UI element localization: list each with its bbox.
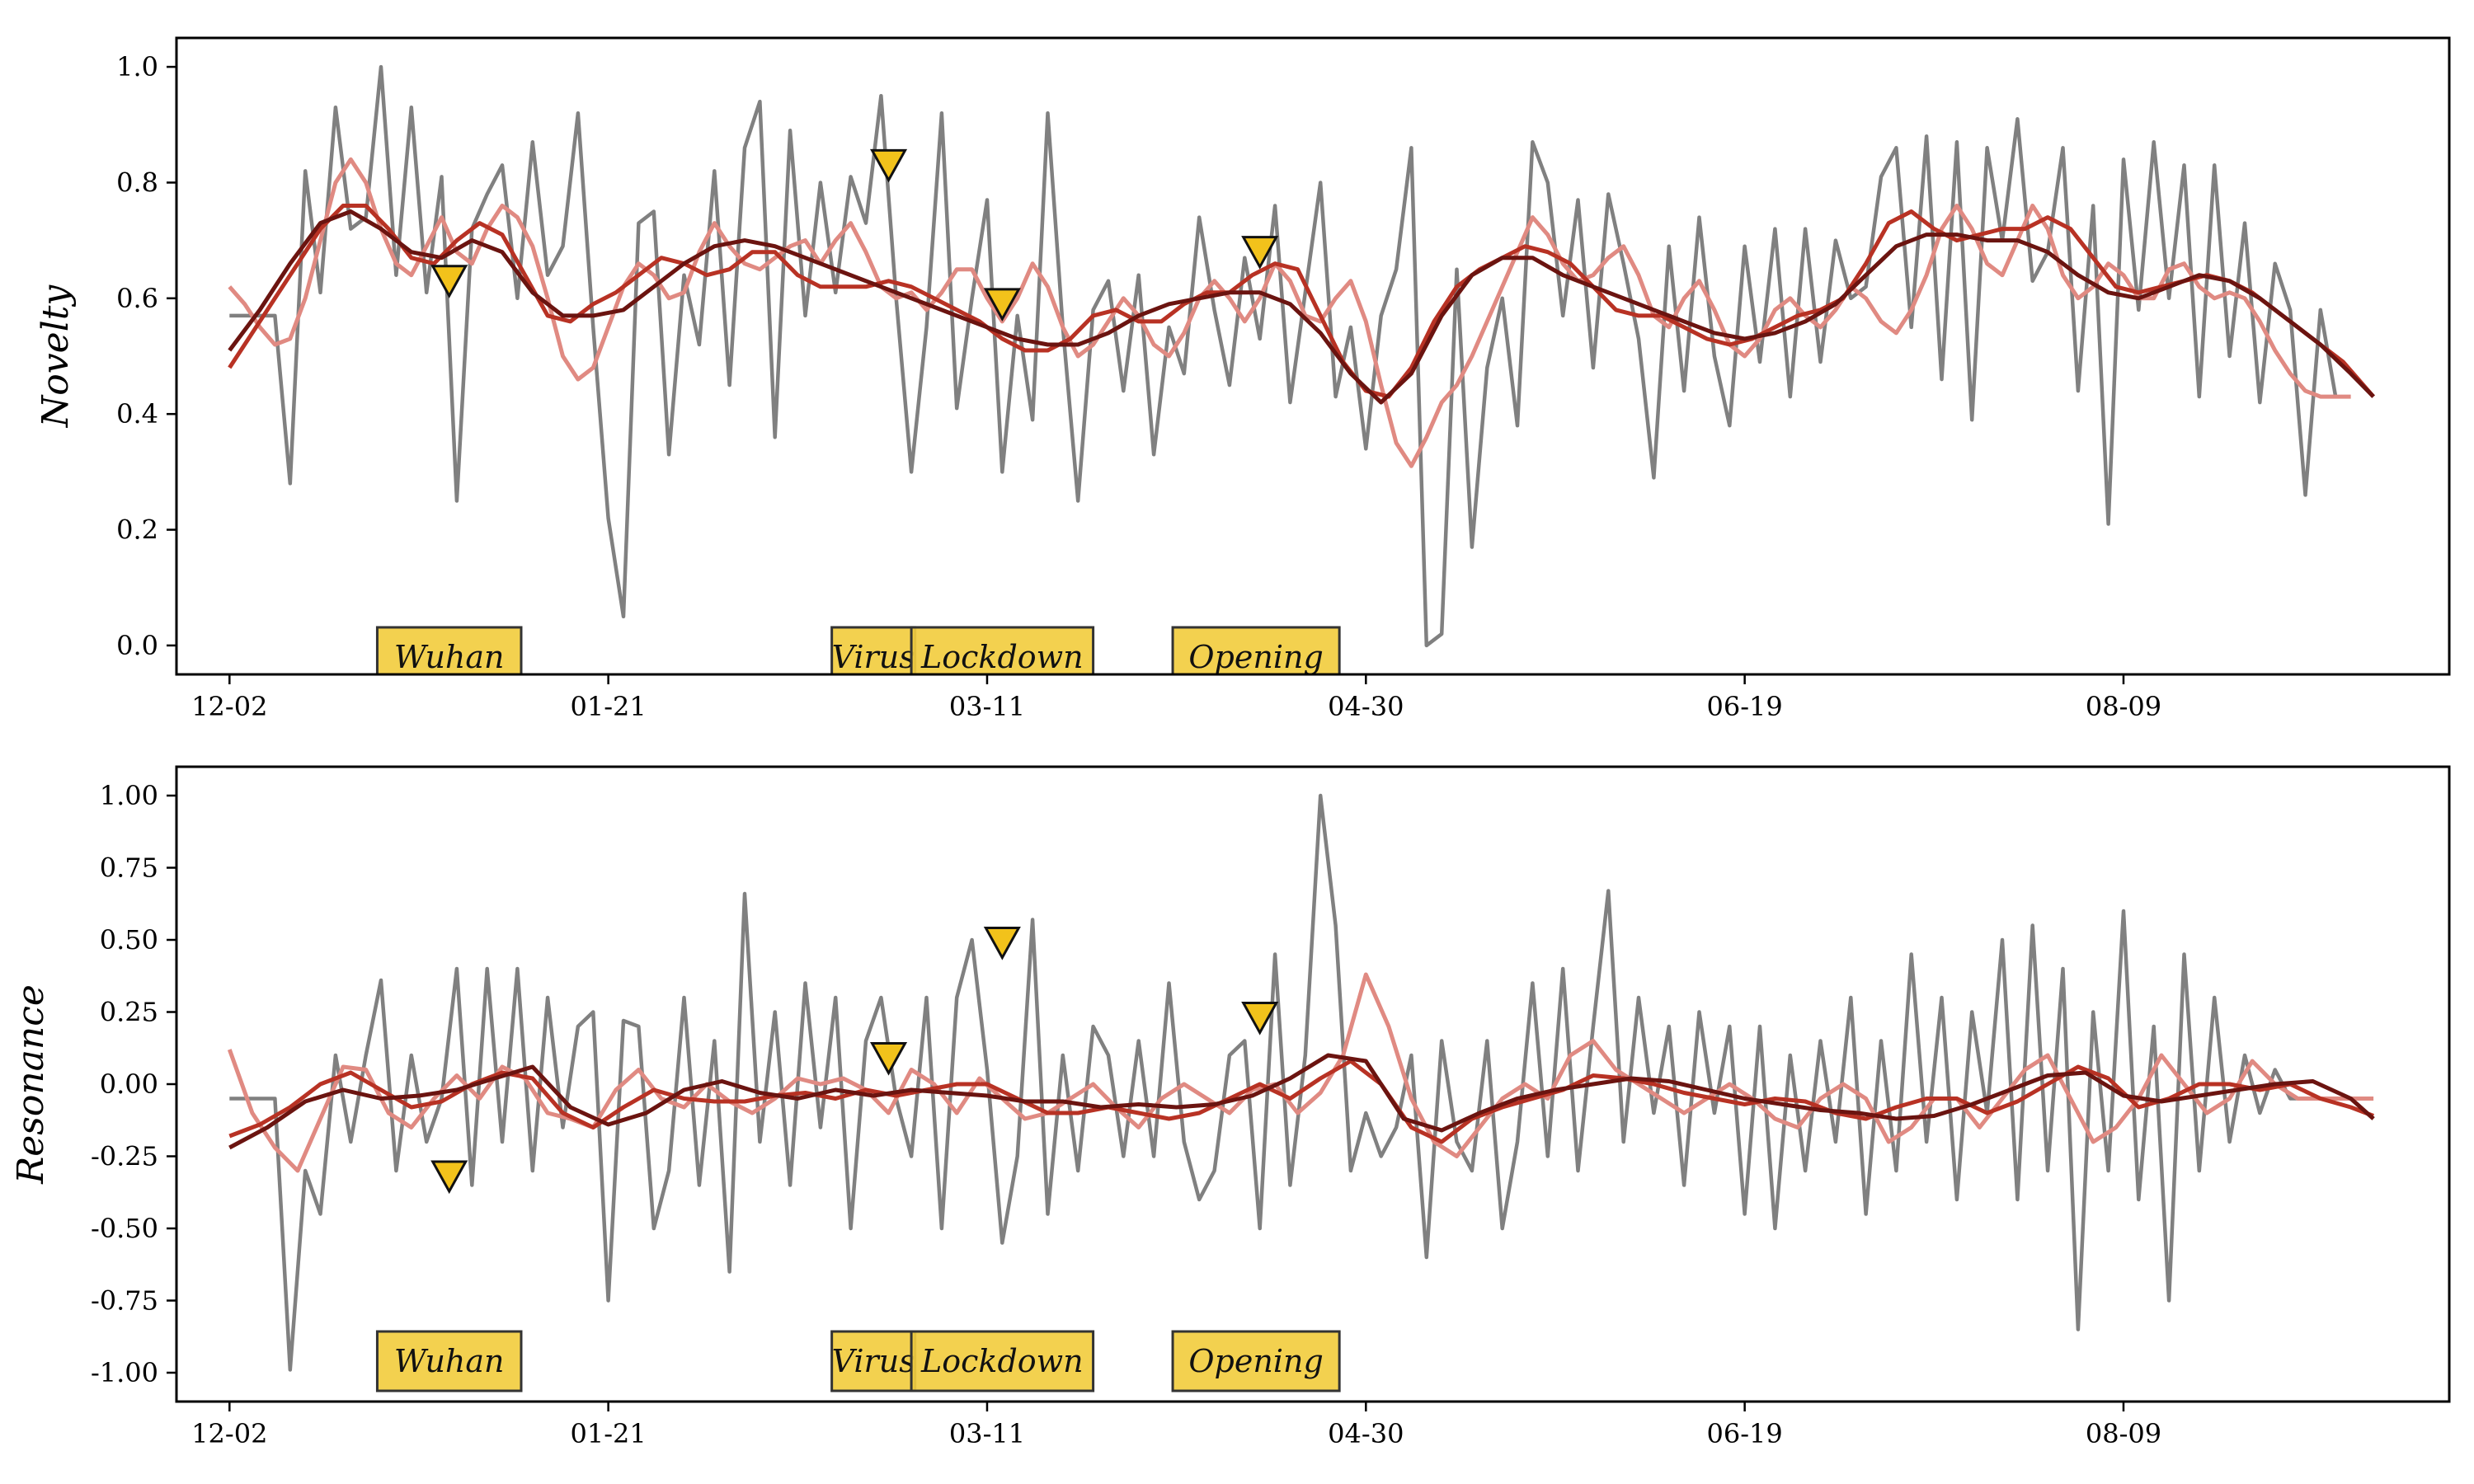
plot-area: Wuhan Virus Lockdown Opening <box>228 64 2375 675</box>
smoothed-line-mid <box>228 1059 2374 1144</box>
event-box-virus <box>830 626 917 674</box>
y-tick-label: 1.00 <box>100 780 158 811</box>
event-box-wuhan <box>375 1330 523 1392</box>
raw-series-line <box>229 793 2306 1372</box>
x-tick-label: 12-02 <box>191 691 267 722</box>
x-tick-label: 04-30 <box>1328 1418 1404 1449</box>
smoothed-line-light <box>228 157 2351 468</box>
event-label: Opening <box>1188 639 1323 675</box>
event-label: Wuhan <box>394 639 505 675</box>
event-box-wuhan <box>375 626 523 674</box>
x-tick-label: 04-30 <box>1328 691 1404 722</box>
plot-area: Wuhan Virus Lockdown Opening <box>227 793 2375 1392</box>
y-tick-label: 0.2 <box>116 514 158 546</box>
smoothed-line-mid <box>228 204 2375 399</box>
event-label: Opening <box>1188 1343 1323 1379</box>
event-label: Virus <box>832 1343 915 1379</box>
x-tick-label: 12-02 <box>191 1418 267 1449</box>
event-box-opening <box>1171 1330 1341 1392</box>
y-tick-label: -1.00 <box>91 1357 158 1388</box>
y-tick-label: 0.8 <box>116 167 158 198</box>
y-tick-label: 0.75 <box>100 852 158 884</box>
x-tick-label: 08-09 <box>2086 1418 2161 1449</box>
event-marker-triangle <box>869 148 908 183</box>
y-tick-label: 1.0 <box>116 51 158 82</box>
event-marker-triangle <box>1241 236 1279 270</box>
event-label: Wuhan <box>394 1343 505 1379</box>
event-marker-triangle <box>1241 1002 1279 1036</box>
y-tick-label: 0.00 <box>100 1068 158 1100</box>
event-label: Lockdown <box>920 639 1084 675</box>
event-label: Virus <box>832 639 915 675</box>
event-marker-triangle <box>430 265 468 298</box>
smoothed-line-dark <box>228 209 2375 405</box>
y-tick-label: 0.25 <box>100 997 158 1028</box>
raw-series-line <box>229 64 2338 648</box>
x-tick-label: 08-09 <box>2086 691 2161 722</box>
event-box-lockdown <box>910 626 1095 674</box>
x-tick-label: 03-11 <box>949 1418 1025 1449</box>
novelty-panel: Wuhan Virus Lockdown Opening 12-02 01-21 03-11… <box>35 36 2451 722</box>
event-marker-triangle <box>430 1160 468 1195</box>
event-box-opening <box>1171 626 1341 674</box>
smoothed-line-dark <box>228 1053 2375 1150</box>
y-tick-label: -0.50 <box>91 1213 158 1244</box>
y-tick-label: -0.25 <box>91 1141 158 1172</box>
event-label: Lockdown <box>920 1343 1084 1379</box>
x-tick-label: 01-21 <box>571 1418 647 1449</box>
resonance-panel: Wuhan Virus Lockdown Opening 12-02 01-21 03-11… <box>10 765 2451 1449</box>
x-tick-label: 01-21 <box>571 691 647 722</box>
x-tick-label: 03-11 <box>949 691 1025 722</box>
y-tick-label: 0.0 <box>116 630 158 661</box>
y-tick-label: -0.75 <box>91 1285 158 1317</box>
event-marker-triangle <box>869 1042 908 1076</box>
y-axis-title: Novelty <box>35 284 77 429</box>
event-marker-triangle <box>983 288 1021 322</box>
y-axis-title: Resonance <box>10 984 52 1185</box>
y-tick-label: 0.6 <box>116 283 158 314</box>
x-tick-label: 06-19 <box>1707 691 1783 722</box>
y-tick-label: 0.4 <box>116 398 158 430</box>
y-tick-label: 0.50 <box>100 924 158 956</box>
event-marker-triangle <box>983 927 1021 960</box>
axes-frame <box>175 36 2451 676</box>
event-box-lockdown <box>910 1330 1095 1392</box>
x-tick-label: 06-19 <box>1707 1418 1783 1449</box>
